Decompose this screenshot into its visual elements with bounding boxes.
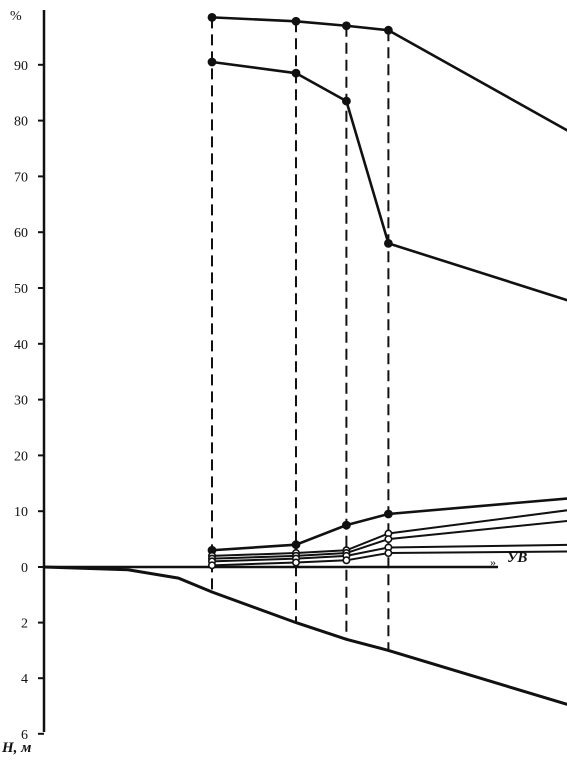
y-tick-label-0: 0	[21, 561, 28, 576]
series-3-point-3	[341, 520, 351, 530]
x-axis-arrow-glyph: »	[490, 555, 496, 569]
y-tick-label-down-2: 2	[21, 617, 28, 632]
depth-curve	[43, 565, 567, 706]
series-7-point-3	[342, 556, 351, 565]
axes	[42, 10, 498, 732]
y-tick-label-90: 90	[14, 59, 28, 74]
series-1-point-2	[291, 16, 301, 26]
series-2-point-3	[341, 96, 351, 106]
series-7-point-4	[384, 549, 393, 558]
series-2-point-4	[383, 238, 393, 248]
series-1-point-1	[207, 12, 217, 22]
series-3-point-2	[291, 540, 301, 550]
y-axis-title-bottom: H, м	[1, 740, 31, 756]
y-tick-label-20: 20	[14, 449, 28, 464]
y-tick-label-30: 30	[14, 394, 28, 409]
y-tick-label-40: 40	[14, 338, 28, 353]
y-tick-label-50: 50	[14, 282, 28, 297]
series-group	[207, 12, 567, 570]
depth-curve-group	[43, 565, 567, 706]
series-1-line	[211, 16, 567, 132]
y-tick-label-10: 10	[14, 505, 28, 520]
y-tick-label-70: 70	[14, 170, 28, 185]
series-1-point-3	[341, 21, 351, 31]
series-7-point-1	[208, 561, 217, 570]
series-2-line	[211, 60, 567, 302]
series-5-point-4	[384, 535, 393, 544]
series-2-point-1	[207, 57, 217, 67]
station-dashed-lines	[211, 17, 390, 651]
y-tick-label-60: 60	[14, 226, 28, 241]
y-axis-title-top: %	[10, 9, 22, 24]
y-tick-label-down-4: 4	[21, 672, 28, 687]
y-ticks: 0 10 20 30 40 50 60 70 80 90 2 4 6	[14, 59, 44, 743]
series-2-point-2	[291, 68, 301, 78]
series-3-point-4	[383, 509, 393, 519]
y-tick-label-down-6: 6	[21, 728, 28, 743]
x-axis-title: УВ	[507, 550, 527, 566]
series-7-point-2	[291, 558, 300, 567]
y-tick-label-80: 80	[14, 115, 28, 130]
series-1-point-4	[383, 25, 393, 35]
